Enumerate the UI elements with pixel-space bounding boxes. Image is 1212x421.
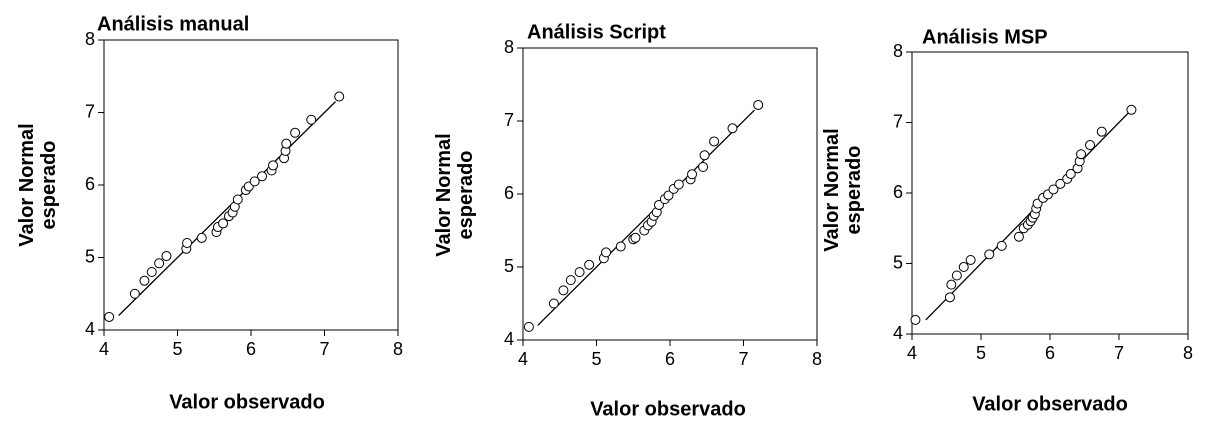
point <box>910 314 921 325</box>
point <box>1048 184 1059 195</box>
point <box>1055 178 1066 189</box>
y-tick-label: 5 <box>504 256 514 276</box>
fit-line <box>537 109 755 326</box>
point <box>161 251 172 262</box>
x-tick-label: 5 <box>976 343 986 363</box>
point <box>574 267 585 278</box>
y-tick-label: 8 <box>504 37 514 57</box>
point <box>146 267 157 277</box>
point <box>232 194 243 205</box>
point <box>946 279 957 290</box>
point <box>565 275 576 286</box>
x-tick-label: 8 <box>812 349 822 369</box>
y-tick-label: 6 <box>893 182 903 202</box>
x-axis-label: Valor observado <box>972 393 1128 415</box>
x-tick-label: 8 <box>393 339 403 359</box>
point <box>1076 149 1087 160</box>
point <box>965 254 976 265</box>
y-tick-label: 7 <box>893 111 903 131</box>
point <box>290 127 301 138</box>
x-axis-label: Valor observado <box>590 398 746 420</box>
point <box>249 176 260 187</box>
chart-title: Análisis Script <box>527 21 666 43</box>
point <box>951 270 962 281</box>
point <box>129 288 140 299</box>
y-tick-label: 5 <box>893 252 903 272</box>
point <box>958 262 969 273</box>
x-tick-label: 6 <box>246 339 256 359</box>
x-tick-label: 7 <box>1114 343 1124 363</box>
point <box>334 91 345 102</box>
y-tick-label: 4 <box>504 329 514 349</box>
y-tick-label: 6 <box>85 174 95 194</box>
point <box>1085 140 1096 151</box>
point <box>154 258 165 269</box>
point <box>753 99 764 110</box>
point <box>548 298 559 309</box>
point <box>268 160 279 171</box>
point <box>196 232 207 243</box>
y-tick-label: 4 <box>893 323 903 343</box>
point <box>558 285 569 296</box>
point <box>1126 104 1137 115</box>
point <box>281 138 292 149</box>
x-tick-label: 4 <box>907 343 917 363</box>
x-tick-label: 5 <box>172 339 182 359</box>
point <box>709 136 720 147</box>
y-axis-label: Valor Normal esperado <box>433 133 477 257</box>
point <box>306 114 317 125</box>
point <box>523 321 534 332</box>
point <box>653 199 664 210</box>
x-tick-label: 4 <box>518 349 528 369</box>
point <box>663 190 674 201</box>
point <box>1096 126 1107 137</box>
point <box>601 247 612 258</box>
chart-title: Análisis manual <box>97 13 249 35</box>
x-tick-label: 8 <box>1183 343 1193 363</box>
point <box>1013 231 1024 242</box>
x-tick-label: 5 <box>591 349 601 369</box>
point <box>727 123 738 134</box>
point <box>944 292 955 303</box>
x-tick-label: 6 <box>665 349 675 369</box>
y-tick-label: 6 <box>504 183 514 203</box>
x-tick-label: 4 <box>99 339 109 359</box>
point <box>584 259 595 270</box>
fit-line <box>118 101 336 316</box>
y-tick-label: 8 <box>893 41 903 61</box>
x-tick-label: 7 <box>738 349 748 369</box>
point <box>615 241 626 252</box>
y-tick-label: 5 <box>85 246 95 266</box>
x-tick-label: 6 <box>1045 343 1055 363</box>
y-axis-label: Valor Normal esperado <box>16 123 60 247</box>
point <box>673 179 684 190</box>
chart-title: Análisis MSP <box>922 26 1048 48</box>
point <box>218 218 229 229</box>
point <box>984 249 995 260</box>
point <box>1065 168 1076 179</box>
y-axis-label: Valor Normal esperado <box>821 128 865 252</box>
fit-line <box>925 111 1130 321</box>
point <box>996 240 1007 251</box>
y-tick-label: 8 <box>85 29 95 49</box>
point <box>630 232 641 243</box>
y-tick-label: 7 <box>504 110 514 130</box>
point <box>104 311 115 322</box>
point <box>699 150 710 161</box>
x-axis-label: Valor observado <box>169 391 325 413</box>
x-tick-label: 7 <box>319 339 329 359</box>
y-tick-label: 7 <box>85 101 95 121</box>
point <box>698 161 709 172</box>
point <box>687 169 698 180</box>
point <box>182 238 193 248</box>
y-tick-label: 4 <box>85 319 95 339</box>
point <box>257 171 268 182</box>
point <box>139 275 150 286</box>
